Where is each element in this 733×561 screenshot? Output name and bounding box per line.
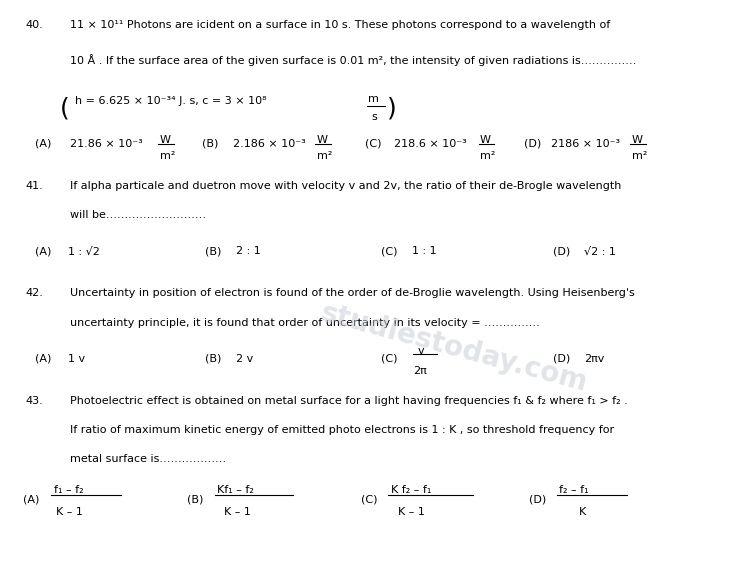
Text: m²: m² bbox=[317, 151, 332, 161]
Text: 2π: 2π bbox=[413, 366, 427, 376]
Text: K: K bbox=[579, 507, 586, 517]
Text: s: s bbox=[372, 112, 377, 122]
Text: 2 v: 2 v bbox=[236, 354, 254, 364]
Text: √2 : 1: √2 : 1 bbox=[584, 246, 616, 256]
Text: 40.: 40. bbox=[26, 20, 43, 30]
Text: (B): (B) bbox=[202, 139, 218, 149]
Text: W: W bbox=[480, 135, 491, 145]
Text: v: v bbox=[418, 346, 424, 356]
Text: f₁ – f₂: f₁ – f₂ bbox=[54, 485, 83, 495]
Text: (C): (C) bbox=[361, 495, 377, 505]
Text: (A): (A) bbox=[35, 354, 51, 364]
Text: (D): (D) bbox=[553, 354, 571, 364]
Text: (B): (B) bbox=[205, 354, 221, 364]
Text: 218.6 × 10⁻³: 218.6 × 10⁻³ bbox=[394, 139, 467, 149]
Text: If ratio of maximum kinetic energy of emitted photo electrons is 1 : K , so thre: If ratio of maximum kinetic energy of em… bbox=[70, 425, 614, 435]
Text: W: W bbox=[317, 135, 328, 145]
Text: uncertainty principle, it is found that order of uncertainty in its velocity = …: uncertainty principle, it is found that … bbox=[70, 318, 539, 328]
Text: 10 Å . If the surface area of the given surface is 0.01 m², the intensity of giv: 10 Å . If the surface area of the given … bbox=[70, 54, 636, 66]
Text: 41.: 41. bbox=[26, 181, 43, 191]
Text: m²: m² bbox=[160, 151, 175, 161]
Text: (D): (D) bbox=[524, 139, 542, 149]
Text: studiestoday.com: studiestoday.com bbox=[318, 298, 591, 397]
Text: (B): (B) bbox=[187, 495, 203, 505]
Text: 42.: 42. bbox=[26, 288, 43, 298]
Text: ): ) bbox=[387, 96, 397, 121]
Text: (A): (A) bbox=[23, 495, 40, 505]
Text: 2 : 1: 2 : 1 bbox=[236, 246, 261, 256]
Text: If alpha particale and duetron move with velocity v and 2v, the ratio of their d: If alpha particale and duetron move with… bbox=[70, 181, 621, 191]
Text: (A): (A) bbox=[35, 139, 51, 149]
Text: Uncertainty in position of electron is found of the order of de-Broglie waveleng: Uncertainty in position of electron is f… bbox=[70, 288, 634, 298]
Text: (D): (D) bbox=[529, 495, 547, 505]
Text: 1 v: 1 v bbox=[68, 354, 85, 364]
Text: will be………………………: will be……………………… bbox=[70, 210, 206, 220]
Text: 1 : 1: 1 : 1 bbox=[412, 246, 437, 256]
Text: (B): (B) bbox=[205, 246, 221, 256]
Text: (C): (C) bbox=[381, 246, 398, 256]
Text: (A): (A) bbox=[35, 246, 51, 256]
Text: 2πv: 2πv bbox=[584, 354, 605, 364]
Text: 1 : √2: 1 : √2 bbox=[68, 246, 100, 256]
Text: 11 × 10¹¹ Photons are icident on a surface in 10 s. These photons correspond to : 11 × 10¹¹ Photons are icident on a surfa… bbox=[70, 20, 610, 30]
Text: K – 1: K – 1 bbox=[56, 507, 84, 517]
Text: 21.86 × 10⁻³: 21.86 × 10⁻³ bbox=[70, 139, 142, 149]
Text: 2186 × 10⁻³: 2186 × 10⁻³ bbox=[551, 139, 620, 149]
Text: W: W bbox=[160, 135, 171, 145]
Text: m²: m² bbox=[480, 151, 496, 161]
Text: m: m bbox=[368, 94, 379, 104]
Text: (: ( bbox=[60, 96, 70, 121]
Text: 2.186 × 10⁻³: 2.186 × 10⁻³ bbox=[233, 139, 306, 149]
Text: m²: m² bbox=[632, 151, 647, 161]
Text: f₂ – f₁: f₂ – f₁ bbox=[559, 485, 589, 495]
Text: 43.: 43. bbox=[26, 396, 43, 406]
Text: Photoelectric effect is obtained on metal surface for a light having frequencies: Photoelectric effect is obtained on meta… bbox=[70, 396, 627, 406]
Text: (C): (C) bbox=[365, 139, 382, 149]
Text: W: W bbox=[632, 135, 643, 145]
Text: metal surface is………………: metal surface is……………… bbox=[70, 454, 226, 465]
Text: K – 1: K – 1 bbox=[398, 507, 425, 517]
Text: h = 6.625 × 10⁻³⁴ J. s, c = 3 × 10⁸: h = 6.625 × 10⁻³⁴ J. s, c = 3 × 10⁸ bbox=[75, 96, 266, 107]
Text: K – 1: K – 1 bbox=[224, 507, 251, 517]
Text: Kf₁ – f₂: Kf₁ – f₂ bbox=[217, 485, 254, 495]
Text: (C): (C) bbox=[381, 354, 398, 364]
Text: (D): (D) bbox=[553, 246, 571, 256]
Text: K f₂ – f₁: K f₂ – f₁ bbox=[391, 485, 431, 495]
